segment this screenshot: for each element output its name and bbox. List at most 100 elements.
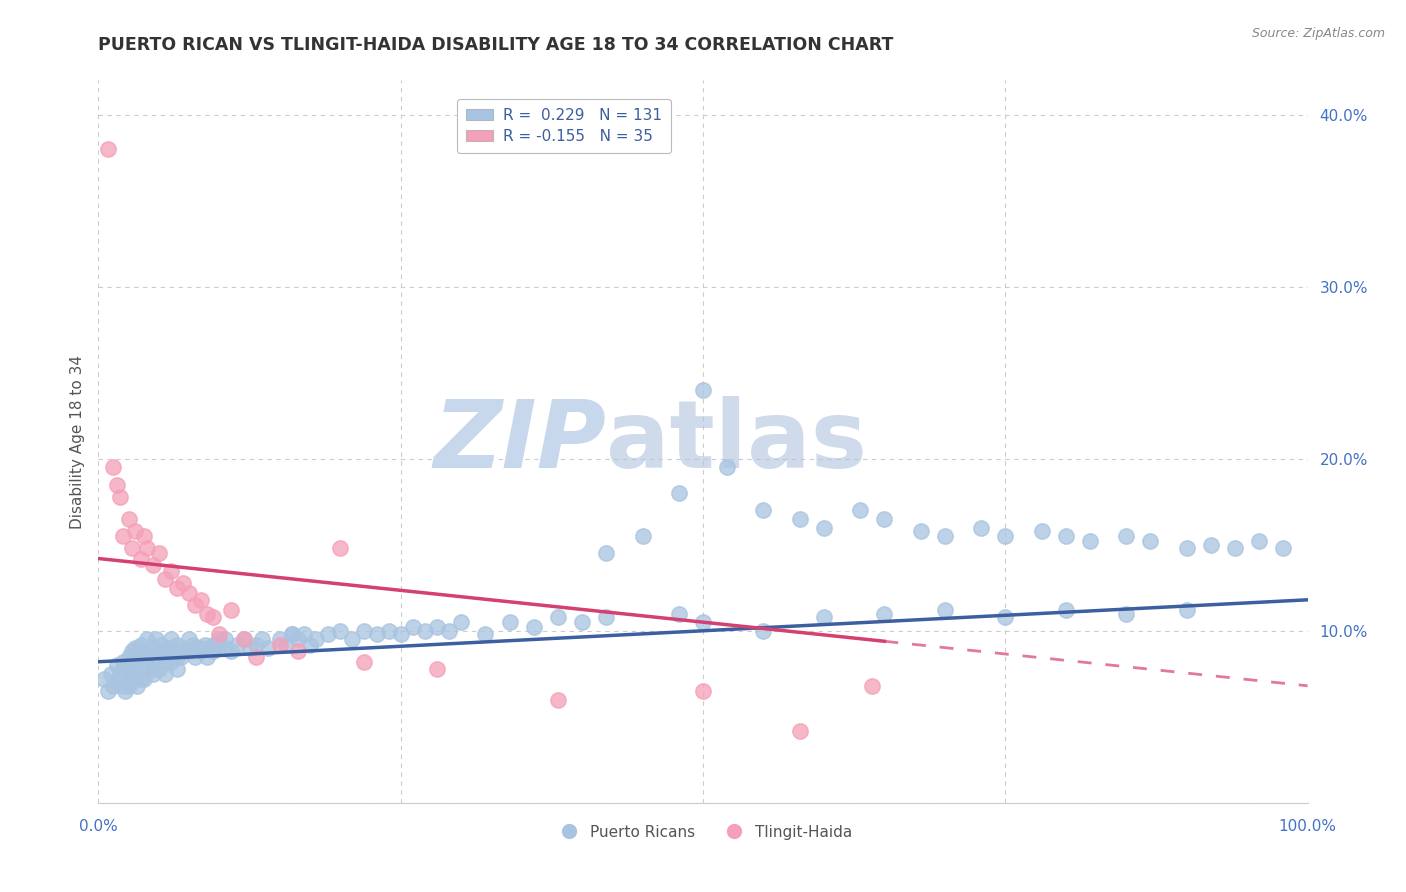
Text: atlas: atlas	[606, 395, 868, 488]
Point	[450, 615, 472, 630]
Point	[631, 529, 654, 543]
Point	[179, 644, 201, 658]
Legend: Puerto Ricans, Tlingit-Haida: Puerto Ricans, Tlingit-Haida	[547, 819, 859, 846]
Point	[1249, 534, 1271, 549]
Point	[142, 640, 165, 655]
Point	[184, 598, 207, 612]
Point	[187, 640, 209, 655]
Point	[239, 640, 262, 655]
Point	[179, 586, 201, 600]
Point	[1054, 603, 1077, 617]
Point	[142, 558, 165, 573]
Point	[153, 666, 176, 681]
Point	[172, 640, 194, 655]
Point	[101, 460, 124, 475]
Point	[101, 679, 124, 693]
Point	[287, 644, 309, 658]
Point	[124, 640, 146, 655]
Point	[221, 644, 243, 658]
Point	[353, 655, 375, 669]
Point	[135, 632, 157, 647]
Point	[692, 383, 714, 397]
Point	[166, 649, 188, 664]
Point	[124, 524, 146, 538]
Point	[413, 624, 436, 638]
Point	[860, 679, 883, 693]
Point	[205, 638, 228, 652]
Point	[127, 679, 149, 693]
Point	[142, 666, 165, 681]
Point	[129, 638, 152, 652]
Point	[160, 655, 183, 669]
Point	[934, 603, 956, 617]
Point	[226, 638, 249, 652]
Point	[145, 632, 167, 647]
Point	[994, 610, 1017, 624]
Point	[148, 662, 170, 676]
Point	[813, 520, 835, 534]
Point	[274, 638, 297, 652]
Point	[281, 627, 304, 641]
Point	[437, 624, 460, 638]
Point	[1175, 541, 1198, 556]
Point	[129, 672, 152, 686]
Point	[970, 520, 993, 534]
Point	[111, 529, 134, 543]
Point	[910, 524, 932, 538]
Text: ZIP: ZIP	[433, 395, 606, 488]
Point	[426, 620, 449, 634]
Point	[789, 723, 811, 738]
Point	[692, 684, 714, 698]
Point	[114, 662, 136, 676]
Point	[135, 658, 157, 673]
Point	[287, 632, 309, 647]
Point	[1175, 603, 1198, 617]
Point	[105, 675, 128, 690]
Y-axis label: Disability Age 18 to 34: Disability Age 18 to 34	[69, 354, 84, 529]
Point	[1054, 529, 1077, 543]
Point	[129, 551, 152, 566]
Point	[389, 627, 412, 641]
Point	[135, 541, 157, 556]
Point	[1115, 607, 1137, 621]
Point	[195, 649, 218, 664]
Point	[299, 638, 322, 652]
Point	[118, 679, 141, 693]
Point	[118, 672, 141, 686]
Point	[752, 503, 775, 517]
Point	[1223, 541, 1246, 556]
Point	[873, 607, 896, 621]
Point	[208, 632, 231, 647]
Point	[202, 610, 225, 624]
Point	[214, 632, 236, 647]
Point	[124, 662, 146, 676]
Point	[934, 529, 956, 543]
Point	[138, 649, 160, 664]
Point	[194, 638, 217, 652]
Point	[162, 644, 184, 658]
Point	[160, 564, 183, 578]
Point	[174, 644, 197, 658]
Point	[1031, 524, 1053, 538]
Point	[232, 632, 254, 647]
Point	[172, 575, 194, 590]
Point	[153, 572, 176, 586]
Point	[1115, 529, 1137, 543]
Point	[202, 638, 225, 652]
Point	[668, 607, 690, 621]
Point	[1139, 534, 1161, 549]
Point	[353, 624, 375, 638]
Point	[305, 632, 328, 647]
Point	[127, 649, 149, 664]
Point	[93, 672, 115, 686]
Point	[105, 477, 128, 491]
Point	[849, 503, 872, 517]
Point	[153, 655, 176, 669]
Point	[190, 640, 212, 655]
Point	[571, 615, 593, 630]
Point	[245, 638, 267, 652]
Point	[190, 592, 212, 607]
Text: PUERTO RICAN VS TLINGIT-HAIDA DISABILITY AGE 18 TO 34 CORRELATION CHART: PUERTO RICAN VS TLINGIT-HAIDA DISABILITY…	[98, 36, 894, 54]
Point	[121, 666, 143, 681]
Point	[150, 638, 173, 652]
